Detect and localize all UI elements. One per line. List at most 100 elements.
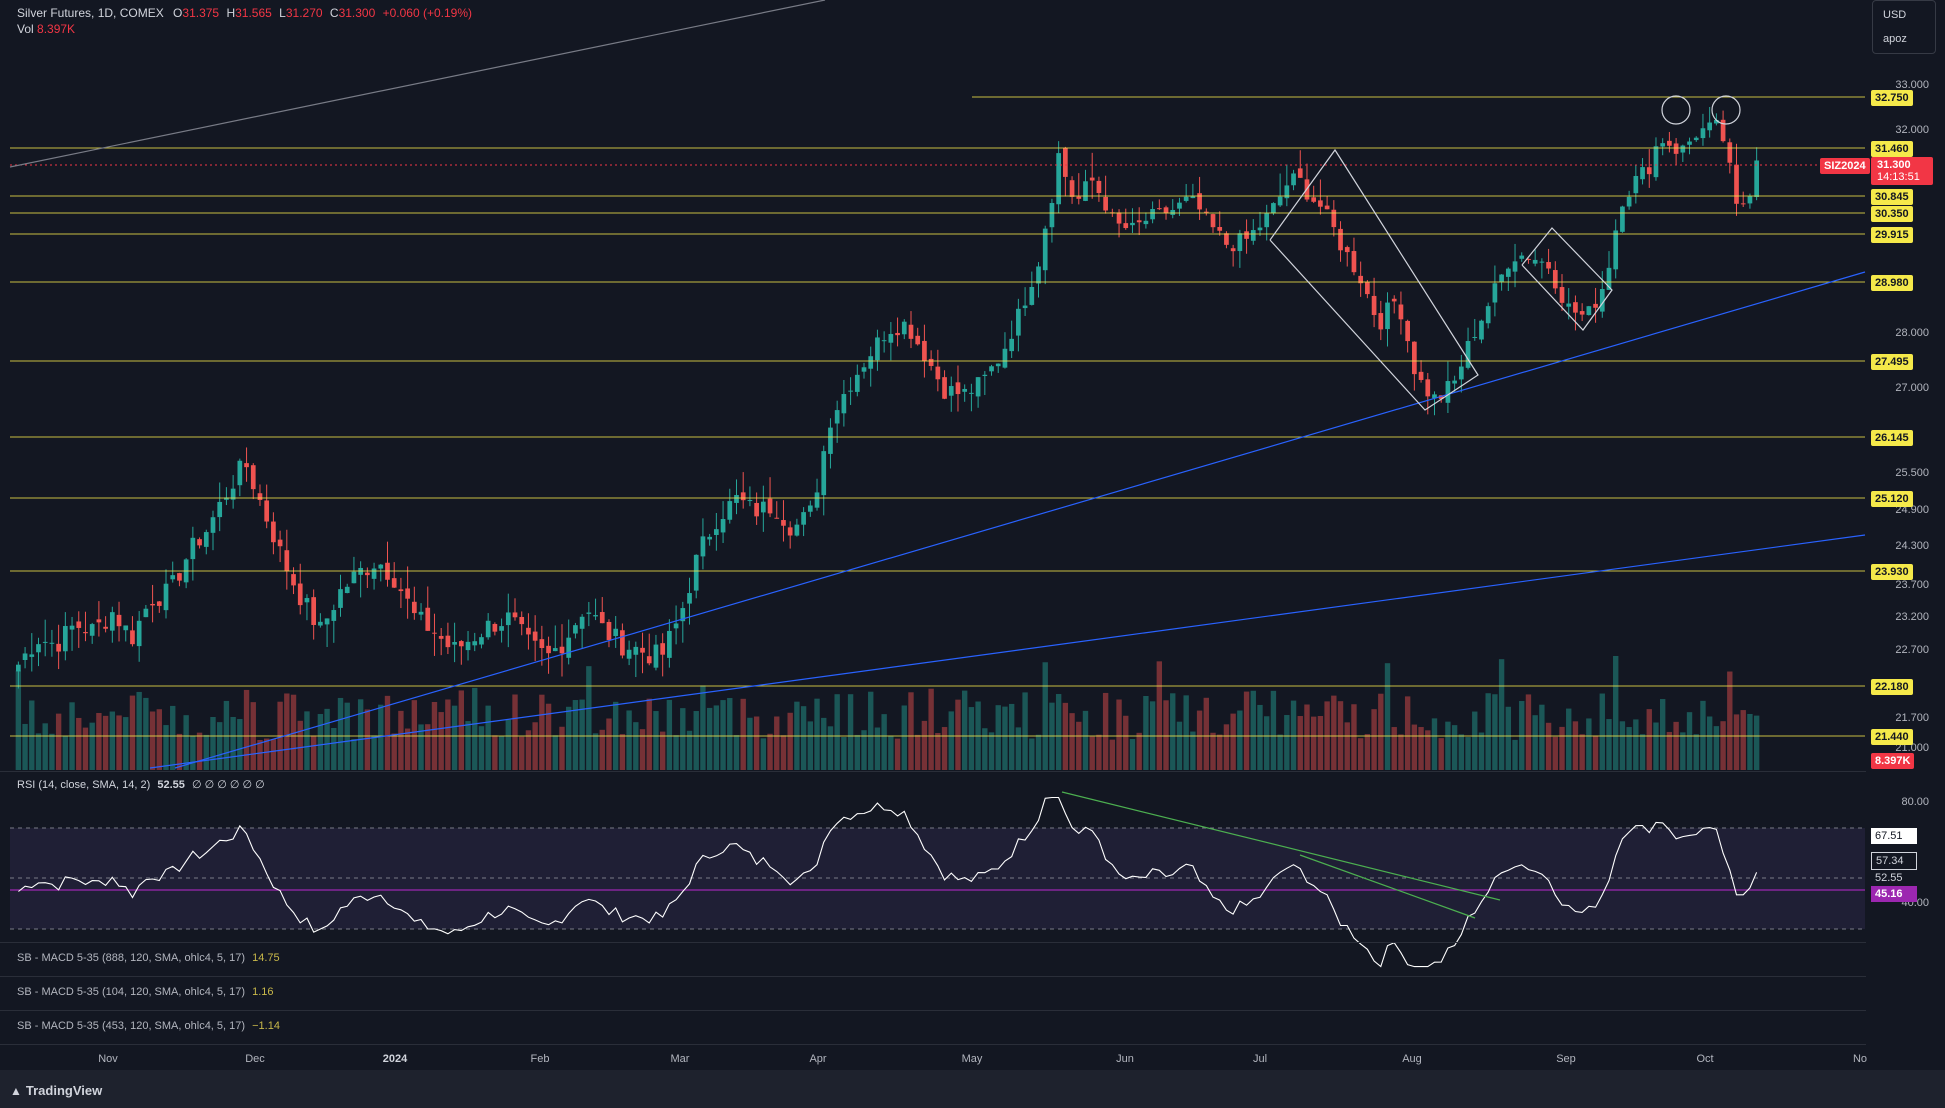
candle-body (1022, 305, 1028, 309)
macd-row[interactable]: SB - MACD 5-35 (888, 120, SMA, ohlc4, 5,… (17, 952, 280, 964)
level-pill[interactable]: 30.350 (1871, 206, 1913, 222)
candle-body (331, 610, 337, 621)
brand-logo[interactable]: ▲ TradingView (10, 1083, 103, 1098)
volume-bar (1136, 732, 1142, 770)
candle-body (593, 615, 598, 617)
candle-body (566, 637, 572, 658)
candle-body (526, 627, 531, 635)
volume-bar (1290, 700, 1297, 770)
candle-body (693, 554, 699, 591)
volume-bar (1639, 734, 1646, 770)
candle-body (982, 374, 988, 376)
legend-header: Silver Futures, 1D, COMEX O31.375 H31.56… (17, 6, 473, 20)
volume-bar (1264, 716, 1270, 770)
current-price-badge[interactable]: 31.300 14:13:51 (1871, 157, 1933, 185)
candle-body (673, 623, 679, 629)
candle-body (1385, 302, 1390, 330)
level-pill[interactable]: 29.915 (1871, 227, 1913, 243)
candle-body (1244, 231, 1249, 239)
level-pill[interactable]: 25.120 (1871, 491, 1913, 507)
volume-bar (1015, 727, 1022, 770)
volume-bar (861, 730, 867, 770)
macd-row[interactable]: SB - MACD 5-35 (453, 120, SMA, ohlc4, 5,… (17, 1020, 280, 1032)
volume-bar (129, 695, 136, 770)
candle-body (163, 583, 169, 611)
candle-body (378, 564, 384, 569)
channel-pattern (1269, 148, 1479, 411)
candle-body (116, 614, 122, 627)
macd1-separator[interactable] (0, 942, 1866, 943)
candle-body (277, 539, 283, 547)
candle-body (707, 536, 712, 540)
volume-bar (1203, 697, 1209, 770)
level-pill[interactable]: 26.145 (1871, 430, 1913, 446)
candle-body (136, 620, 142, 647)
volume-bar (1532, 715, 1538, 770)
candle-body (109, 612, 115, 631)
volume-bar (1163, 700, 1169, 770)
candle-body (901, 321, 907, 335)
candle-body (814, 492, 820, 508)
level-pill[interactable]: 21.440 (1871, 729, 1913, 745)
macd-value: −1.14 (252, 1020, 280, 1032)
candle-body (995, 363, 1001, 367)
candle-body (1016, 308, 1021, 336)
volume-bar (1445, 721, 1451, 770)
volume-bar (1680, 732, 1686, 770)
level-pill[interactable]: 22.180 (1871, 679, 1913, 695)
level-pill[interactable]: 28.980 (1871, 275, 1913, 291)
volume-bar (1243, 691, 1250, 770)
candle-body (56, 643, 61, 652)
candle-body (1291, 173, 1296, 186)
level-pill[interactable]: 27.495 (1871, 354, 1913, 370)
candle-body (908, 324, 914, 339)
candle-body (1063, 147, 1068, 177)
candle-body (680, 608, 686, 622)
currency-selector[interactable]: USD apoz (1872, 0, 1936, 54)
volume-bar (1035, 734, 1042, 770)
volume-bar (451, 705, 458, 770)
volume-bar (948, 711, 954, 770)
volume-bar (680, 708, 686, 770)
candle-body (552, 648, 558, 652)
level-pill[interactable]: 32.750 (1871, 90, 1913, 106)
macd3-separator[interactable] (0, 1010, 1866, 1011)
candle-body (338, 589, 343, 608)
candle-body (170, 575, 176, 580)
candle-body (505, 612, 511, 626)
volume-bar (371, 735, 377, 770)
rsi-separator[interactable] (0, 771, 1866, 772)
candle-body (156, 601, 162, 606)
level-pill[interactable]: 23.930 (1871, 564, 1913, 580)
volume-bar (109, 711, 116, 770)
candle-body (1156, 208, 1162, 210)
candle-body (1123, 223, 1129, 229)
volume-bar (290, 694, 297, 770)
volume-bar (35, 733, 42, 770)
volume-bar (955, 699, 961, 770)
candle-body (1089, 177, 1095, 181)
volume-bar (774, 716, 780, 770)
candle-body (1143, 220, 1149, 225)
volume-bar (566, 706, 572, 770)
symbol-badge[interactable]: SIZ2024 (1820, 158, 1870, 174)
candle-body (371, 568, 377, 579)
macd-row[interactable]: SB - MACD 5-35 (104, 120, SMA, ohlc4, 5,… (17, 986, 274, 998)
macd2-separator[interactable] (0, 976, 1866, 977)
level-pill[interactable]: 31.460 (1871, 141, 1913, 157)
candle-body (1606, 267, 1612, 290)
candle-body (1438, 395, 1444, 399)
time-tick: 2024 (382, 1053, 408, 1065)
trend-line-grey (9, 0, 826, 168)
candle-body (573, 625, 578, 634)
candle-body (1479, 320, 1484, 340)
candle-body (224, 497, 229, 500)
time-tick: Oct (1696, 1053, 1714, 1065)
volume-bar (270, 739, 277, 770)
candle-body (123, 625, 129, 631)
level-pill[interactable]: 30.845 (1871, 189, 1913, 205)
volume-bar (102, 715, 109, 770)
volume-bar (183, 715, 189, 770)
volume-bar (1472, 711, 1478, 770)
